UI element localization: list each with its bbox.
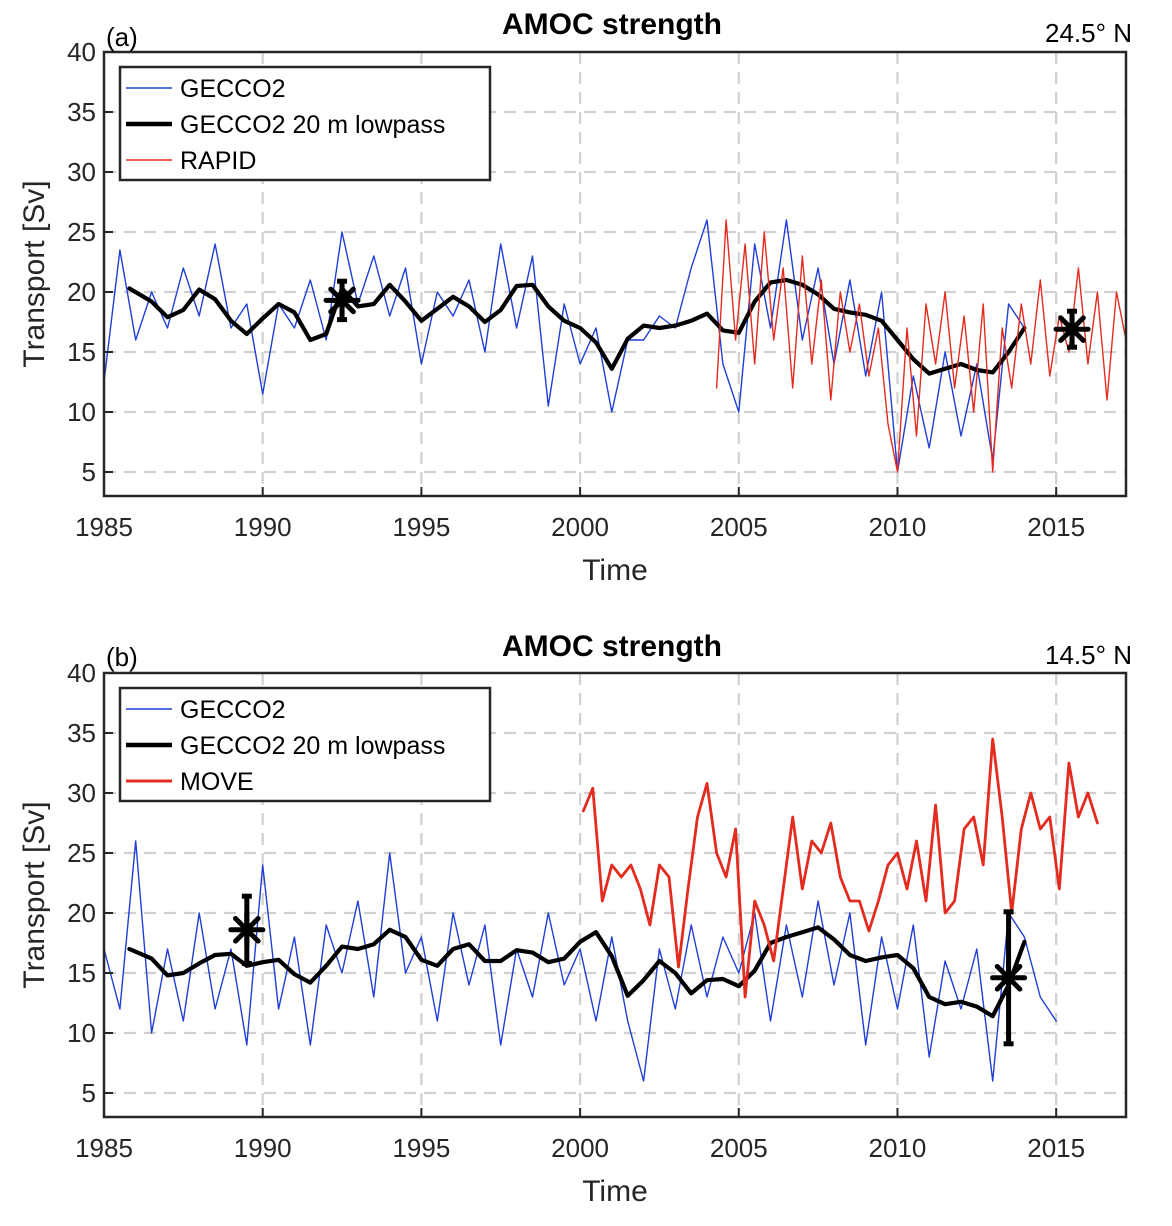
panel-label: (a)	[106, 22, 138, 52]
x-tick-label: 1985	[75, 512, 133, 542]
x-tick-label: 2000	[551, 512, 609, 542]
marker-layer	[228, 893, 1028, 1047]
legend-entry-observations: MOVE	[180, 768, 254, 796]
y-tick-label: 30	[67, 778, 96, 808]
legend: GECCO2 GECCO2 20 m lowpass RAPID	[118, 65, 492, 182]
panel-label: (b)	[106, 642, 138, 672]
series-line-0	[103, 219, 1026, 473]
x-tick-label: 2010	[869, 1133, 927, 1163]
panel-a: 1985 1990 1995 2000 2005 2010 2015 5 10 15 20 25 30 3…	[18, 8, 1132, 587]
y-tick-label: 25	[67, 838, 96, 868]
y-tick-label: 40	[67, 37, 96, 67]
chart-title: AMOC strength	[502, 630, 722, 663]
x-tick-label: 2015	[1027, 512, 1085, 542]
plot-frame	[102, 50, 1128, 498]
legend-entry-gecco2: GECCO2	[180, 75, 286, 103]
x-tick-label: 1985	[75, 1133, 133, 1163]
legend-entry-lowpass: GECCO2 20 m lowpass	[180, 732, 445, 760]
x-tick-label: 2015	[1027, 1133, 1085, 1163]
grid	[104, 52, 1126, 496]
observation-marker	[228, 893, 266, 966]
y-tick-label: 5	[82, 457, 96, 487]
series-line-0	[103, 840, 1057, 1082]
tick-labels: 1985 1990 1995 2000 2005 2010 2015 5 10 15 20 25 30 3…	[67, 658, 1085, 1163]
observation-marker	[323, 278, 361, 323]
x-tick-label: 1995	[392, 1133, 450, 1163]
x-tick-label: 1990	[234, 1133, 292, 1163]
legend-box	[118, 686, 492, 803]
chart-title: AMOC strength	[502, 8, 722, 41]
y-tick-label: 25	[67, 217, 96, 247]
y-tick-label: 40	[67, 658, 96, 688]
x-tick-label: 1990	[234, 512, 292, 542]
x-tick-label: 2000	[551, 1133, 609, 1163]
y-tick-label: 20	[67, 898, 96, 928]
legend: GECCO2 GECCO2 20 m lowpass MOVE	[118, 686, 492, 803]
x-axis-label: Time	[582, 554, 648, 587]
latitude-annotation: 14.5° N	[1045, 640, 1132, 670]
series-line-2	[715, 219, 1127, 473]
observation-marker	[990, 909, 1028, 1047]
series-layer	[103, 219, 1127, 473]
y-tick-label: 10	[67, 1018, 96, 1048]
x-tick-label: 2010	[869, 512, 927, 542]
y-axis-label: Transport [Sv]	[18, 180, 51, 367]
y-tick-label: 30	[67, 157, 96, 187]
y-tick-label: 15	[67, 337, 96, 367]
x-tick-label: 2005	[710, 1133, 768, 1163]
observation-marker	[1053, 308, 1091, 350]
marker-layer	[323, 278, 1091, 350]
y-tick-label: 35	[67, 718, 96, 748]
plot-frame	[102, 671, 1128, 1119]
x-tick-label: 2005	[710, 512, 768, 542]
y-tick-label: 20	[67, 277, 96, 307]
legend-entry-lowpass: GECCO2 20 m lowpass	[180, 111, 445, 139]
latitude-annotation: 24.5° N	[1045, 18, 1132, 48]
legend-box	[118, 65, 492, 182]
y-tick-label: 10	[67, 397, 96, 427]
series-line-1	[127, 277, 1027, 376]
legend-entry-observations: RAPID	[180, 147, 256, 175]
legend-entry-gecco2: GECCO2	[180, 696, 286, 724]
series-line-1	[127, 925, 1027, 1019]
y-tick-label: 15	[67, 958, 96, 988]
y-axis-label: Transport [Sv]	[18, 801, 51, 988]
y-tick-label: 35	[67, 97, 96, 127]
tick-labels: 1985 1990 1995 2000 2005 2010 2015 5 10 15 20 25 30 3…	[67, 37, 1085, 542]
y-tick-label: 5	[82, 1078, 96, 1108]
x-tick-label: 1995	[392, 512, 450, 542]
panel-b: 1985 1990 1995 2000 2005 2010 2015 5 10 15 20 25 30 3…	[18, 630, 1132, 1208]
x-axis-label: Time	[582, 1175, 648, 1208]
